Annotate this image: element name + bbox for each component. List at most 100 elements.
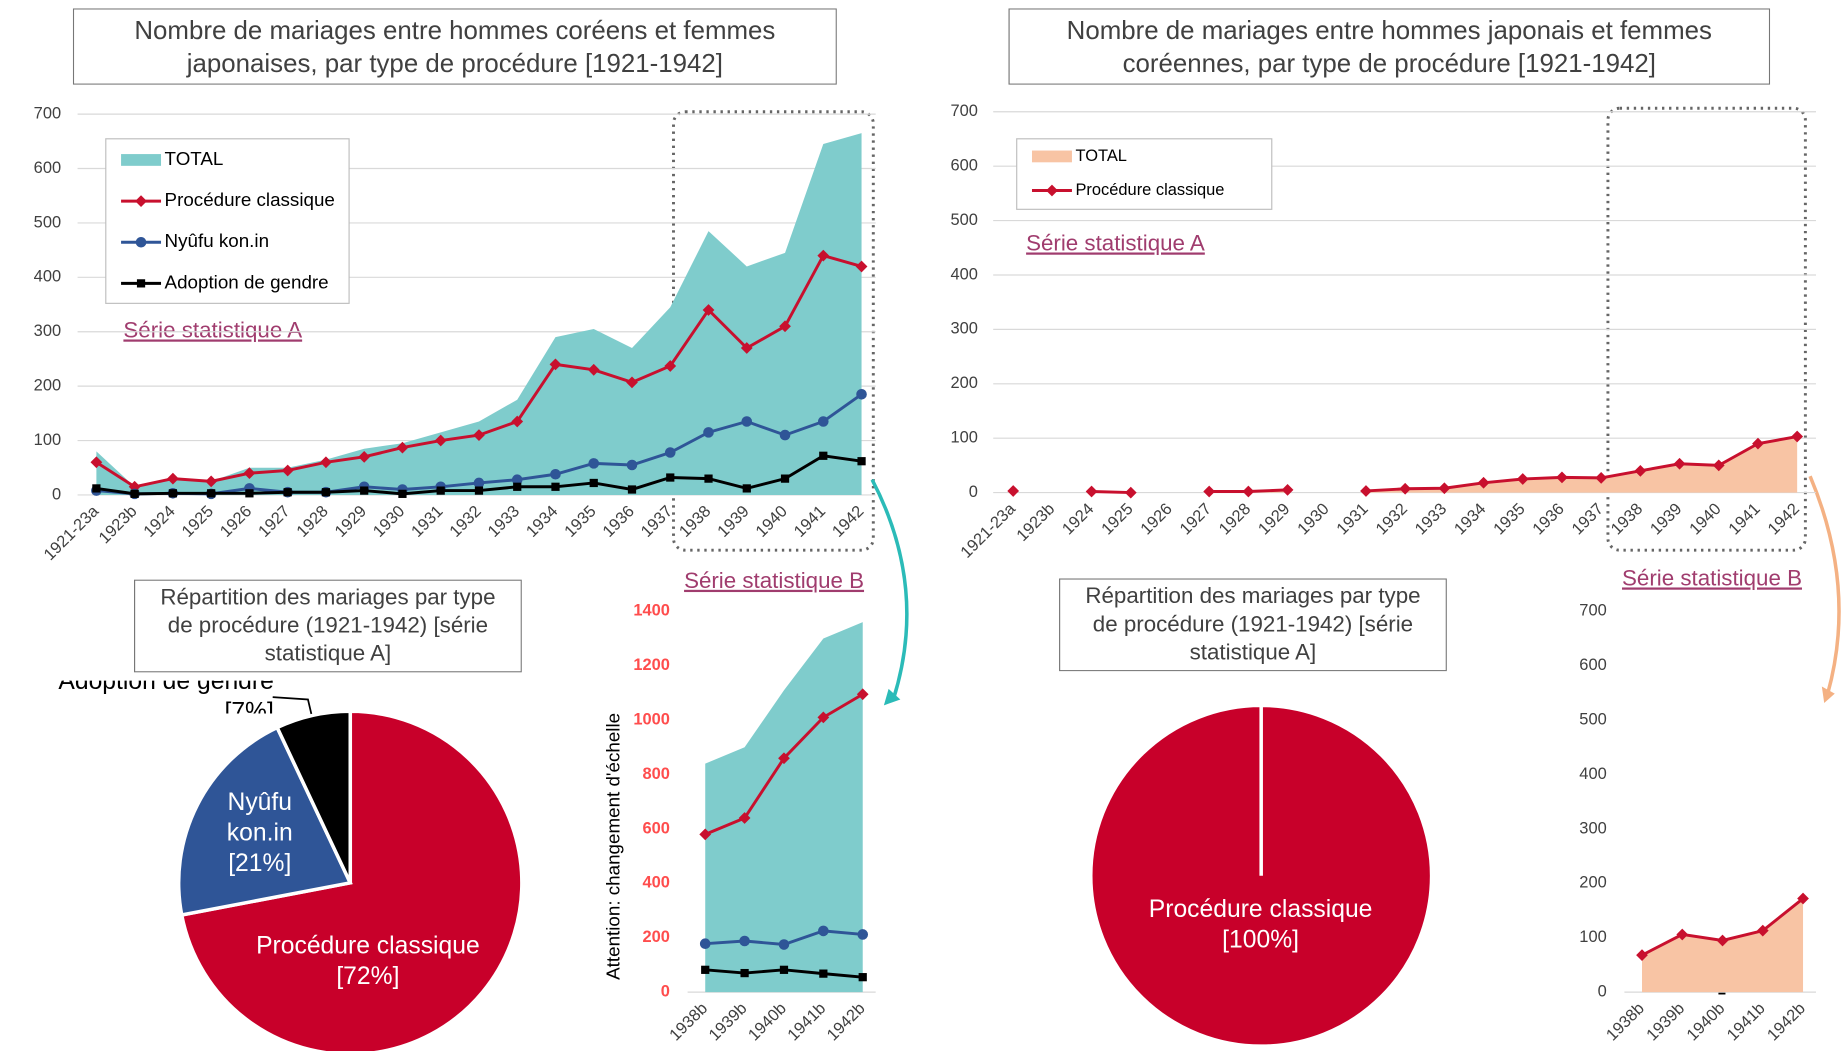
x-tick-label: 1938b [666,999,711,1044]
marker [434,434,447,447]
chart-title: Répartition des mariages par type de pro… [1059,578,1447,672]
marker [704,474,713,483]
x-tick-label: 1935 [1490,500,1529,539]
x-tick-label: 1930 [370,502,409,541]
y-tick-label: 600 [950,157,977,175]
marker [703,427,714,438]
y-tick-label: 0 [661,982,670,1000]
x-tick-label: 1939b [705,999,750,1044]
marker [858,973,867,982]
y-tick-label: 500 [950,211,977,229]
x-tick-label: 1936 [599,502,638,541]
x-tick-label: 1923b [95,502,140,547]
arrow-head [1821,686,1835,703]
x-tick-label: 1939 [1647,500,1686,539]
marker [1242,485,1255,498]
annotation: Série statistique A [1026,230,1205,255]
x-tick-label: 1928 [1216,500,1255,539]
area [705,622,863,993]
marker [1752,437,1764,450]
chart-title: Répartition des mariages par type de pro… [133,579,522,673]
x-tick-label: 1935 [561,502,600,541]
marker [511,415,524,428]
x-tick-label: 1941b [1724,999,1769,1044]
marker [398,489,407,498]
x-tick-label: 1942 [829,502,868,541]
legend-label: TOTAL [1075,147,1126,165]
annotation: Série statistique B [1622,565,1802,590]
marker [857,929,869,940]
marker [1046,184,1058,197]
y-tick-label: 100 [950,429,977,447]
marker [130,489,139,498]
marker [742,484,751,493]
x-tick-label: 1942b [824,999,869,1044]
x-tick-label: 1941b [784,999,829,1044]
x-tick-label: 1932 [446,502,485,541]
marker [589,478,598,488]
marker [702,304,715,316]
legend-label: TOTAL [165,148,224,169]
marker [207,489,216,498]
marker [818,416,829,427]
marker [818,925,829,937]
marker [511,474,523,485]
x-tick-label: 1929 [331,502,370,541]
y-tick-label: 100 [1579,928,1606,946]
legend-box [105,138,350,304]
marker [1085,485,1098,498]
marker [245,489,254,498]
marker [135,195,147,207]
chart-title: Nombre de mariages entre hommes japonais… [1008,8,1771,85]
y-tick-label: 200 [34,376,61,394]
marker [817,711,830,724]
x-tick-label: 1931 [408,502,447,541]
y-tick-label: 300 [1579,819,1606,837]
marker [780,474,790,483]
x-tick-label: 1940 [1686,500,1725,539]
marker [135,236,147,248]
marker [1516,473,1529,485]
x-tick-label: 1926 [1137,500,1176,539]
x-tick-label: 1940 [752,502,791,541]
y-tick-label: 400 [643,874,670,892]
x-tick-label: 1924 [140,502,179,541]
legend-swatch [1031,150,1072,163]
y-tick-label: 600 [643,819,670,837]
marker [740,342,753,354]
slice-label: Procédure classique [72%] [256,932,480,990]
x-tick-label: 1933 [1412,500,1451,539]
x-tick-label: 1941 [791,502,830,541]
y-tick-label: 600 [1579,656,1606,674]
y-tick-label: 0 [52,485,61,503]
legend-label: Nyûfu kon.in [165,230,269,251]
arrow-head [883,688,901,706]
x-tick-label: 1940b [745,999,790,1044]
chart-title: Nombre de mariages entre hommes coréens … [72,8,837,85]
marker [855,260,868,273]
marker [819,969,828,978]
x-tick-label: 1940b [1683,999,1728,1044]
x-tick-label: 1934 [523,502,562,541]
chart-title-box: Répartition des mariages par type de pro… [1059,578,1447,672]
marker [205,475,218,488]
y-tick-label: 200 [1579,874,1606,892]
marker [513,482,522,491]
y-tick-label: 1400 [633,602,670,620]
marker [1360,485,1372,497]
marker [1438,482,1451,495]
x-tick-label: 1929 [1255,500,1294,539]
x-tick-label: 1934 [1451,500,1490,539]
x-tick-label: 1941 [1725,500,1764,539]
x-tick-label: 1928 [293,502,332,541]
x-tick-label: 1925 [178,502,217,541]
marker [817,249,830,262]
x-tick-label: 1930 [1294,500,1333,539]
y-tick-label: 400 [950,265,977,283]
arrow [870,478,909,700]
x-tick-label: 1924 [1059,500,1098,539]
marker [473,429,485,441]
y-tick-label: 200 [643,928,670,946]
x-tick-label: 1927 [1176,500,1215,539]
x-tick-label: 1942b [1764,999,1809,1044]
